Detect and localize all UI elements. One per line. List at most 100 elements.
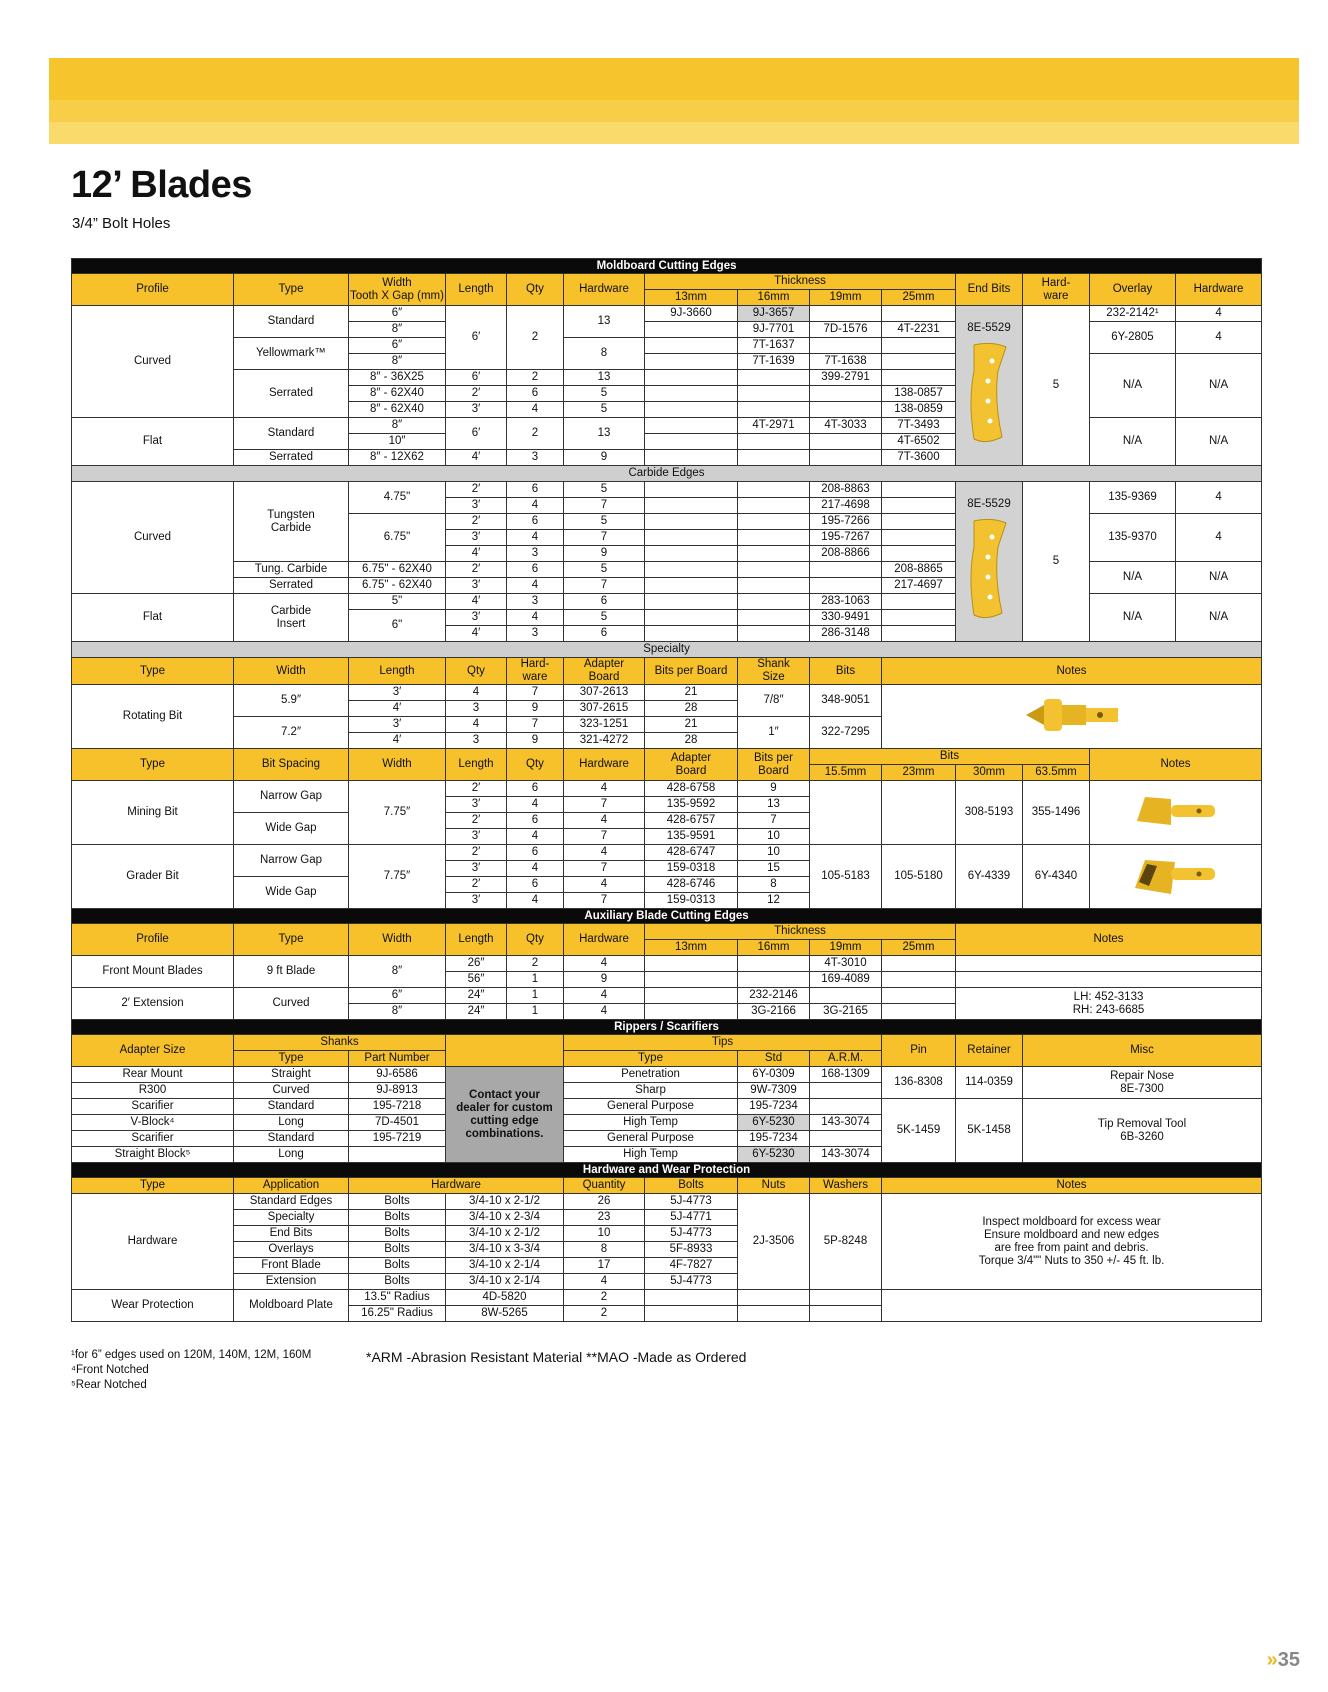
- table-cell: 1: [506, 987, 564, 1004]
- header-row: 13mm 16mm 19mm 25mm: [72, 289, 1262, 306]
- cell-text: Curved: [272, 997, 310, 1009]
- table-cell: 2: [506, 955, 564, 972]
- table-cell: N/A: [1174, 417, 1263, 466]
- cell-text: Bolts: [384, 1227, 410, 1239]
- cell-text: Application: [262, 1179, 320, 1191]
- column-header: Profile: [71, 273, 234, 306]
- cell-text: 5J-4773: [670, 1227, 712, 1239]
- table-cell: 13: [737, 796, 810, 813]
- cell-text: 8″: [391, 323, 403, 335]
- cell-text: 4: [531, 611, 539, 623]
- column-header: Width: [348, 748, 446, 781]
- cell-text: 8″: [391, 419, 403, 431]
- table-cell: 3′: [445, 401, 507, 418]
- table-cell: Curved: [71, 305, 234, 418]
- table-cell: R300: [71, 1082, 234, 1099]
- table-cell: 1: [506, 971, 564, 988]
- cell-text: 9J-8913: [376, 1084, 418, 1096]
- table-row: 8″ 9J-7701 7D-1576 4T-2231 6Y-2805 4: [72, 321, 1263, 354]
- table-cell: 6′: [445, 305, 507, 370]
- table-row: Mining Bit Narrow Gap 7.75″ 2′ 6 4 428-6758 9 30…: [71, 780, 1263, 845]
- table-cell: 4′: [348, 700, 446, 717]
- cell-text: 26″: [467, 957, 485, 969]
- cell-text: 143-3074: [821, 1116, 870, 1128]
- cell-text: 195-7219: [372, 1132, 422, 1144]
- table-cell: [881, 369, 956, 386]
- cell-text: Profile: [136, 283, 169, 295]
- cell-text: 10: [597, 1227, 611, 1239]
- cell-text: Tip Removal Tool 6B-3260: [1097, 1117, 1187, 1143]
- chevron-icon: »: [1266, 1649, 1278, 1671]
- cell-text: 8″ - 36X25: [370, 371, 424, 383]
- endbit-image: [957, 341, 1021, 450]
- section-title: Rippers / Scarifiers: [70, 1019, 1263, 1035]
- section-title: Auxiliary Blade Cutting Edges: [70, 908, 1263, 924]
- table-cell: 3: [506, 449, 564, 466]
- cell-text: 232-2146: [749, 989, 798, 1001]
- table-cell: 217-4698: [809, 497, 882, 514]
- cell-text: 10: [767, 830, 780, 842]
- table-cell: Curved: [233, 1082, 349, 1099]
- table-cell: 9: [737, 780, 810, 797]
- table-cell: Front Blade: [233, 1257, 349, 1274]
- table-cell: General Purpose: [563, 1130, 738, 1147]
- column-header: 30mm: [955, 764, 1023, 781]
- table-cell: 7D-4501: [348, 1114, 446, 1131]
- table-cell: 24″: [445, 987, 507, 1004]
- table-cell: [737, 513, 810, 530]
- table-cell: Contact your dealer for custom cutting e…: [445, 1066, 564, 1163]
- table-cell: 4: [563, 780, 645, 797]
- cell-text: Width: [382, 758, 412, 770]
- cell-text: 2: [531, 957, 539, 969]
- table-cell: 4: [445, 684, 507, 701]
- table-cell: 3′: [445, 497, 507, 514]
- table-cell: Wide Gap: [233, 876, 349, 909]
- table-cell: 135-9370: [1089, 513, 1176, 562]
- table-row: Extension Bolts 3/4-10 x 2-1/4 4 5J-4773: [72, 1273, 1262, 1290]
- cell-text: 4F-7827: [669, 1259, 713, 1271]
- cell-text: 13mm: [675, 291, 707, 303]
- table-cell: 7: [506, 716, 564, 733]
- column-header: Bits: [809, 748, 1090, 765]
- cell-text: A.R.M.: [827, 1052, 864, 1064]
- table-cell: 2′: [445, 780, 507, 797]
- cell-text: 114-0359: [965, 1076, 1013, 1088]
- header-band-top: [49, 58, 1299, 100]
- cell-text: 7: [531, 686, 539, 698]
- cell-text: 195-7266: [821, 515, 870, 527]
- header-band-bottom: [49, 122, 1299, 144]
- table-cell: 7.75″: [348, 844, 446, 909]
- column-header: Type: [233, 923, 349, 956]
- table-cell: 7T-3600: [881, 449, 956, 466]
- table-cell: 6: [506, 780, 564, 797]
- column-header: Retainer: [955, 1034, 1023, 1067]
- table-cell: 355-1496: [1022, 780, 1090, 845]
- table-cell: 6: [506, 876, 564, 893]
- page-number: »35: [1267, 1649, 1300, 1672]
- table-cell: 6.75" - 62X40: [348, 577, 446, 594]
- cell-text: 4: [1215, 331, 1222, 343]
- table-cell: 6Y-0309: [737, 1066, 810, 1083]
- column-header: Notes: [880, 1177, 1263, 1194]
- cell-text: 135-9592: [666, 798, 716, 810]
- table-row: 3′ 4 7 159-0318 15: [72, 860, 1262, 877]
- table-cell: 428-6757: [644, 812, 738, 829]
- table-cell: 4: [506, 609, 564, 626]
- table-cell: 12: [737, 892, 810, 909]
- table-cell: 195-7218: [348, 1098, 446, 1115]
- cell-text: Rear Mount: [122, 1068, 183, 1080]
- cell-text: 9J-7701: [752, 323, 795, 335]
- column-header: Washers: [809, 1177, 882, 1194]
- table-cell: 208-8863: [809, 481, 882, 498]
- table-cell: 28: [644, 700, 738, 717]
- column-header: Width: [233, 657, 349, 685]
- cell-text: Type: [278, 283, 304, 295]
- table-cell: Tip Removal Tool 6B-3260: [1021, 1098, 1263, 1163]
- cell-text: 143-3074: [821, 1148, 870, 1160]
- table-cell: [644, 401, 738, 418]
- column-header: Hard- ware: [1022, 273, 1090, 306]
- cell-text: 428-6746: [666, 878, 716, 890]
- cell-text: 4′: [471, 627, 481, 639]
- cell-text: 4: [531, 579, 539, 591]
- table-cell: 9: [563, 449, 645, 466]
